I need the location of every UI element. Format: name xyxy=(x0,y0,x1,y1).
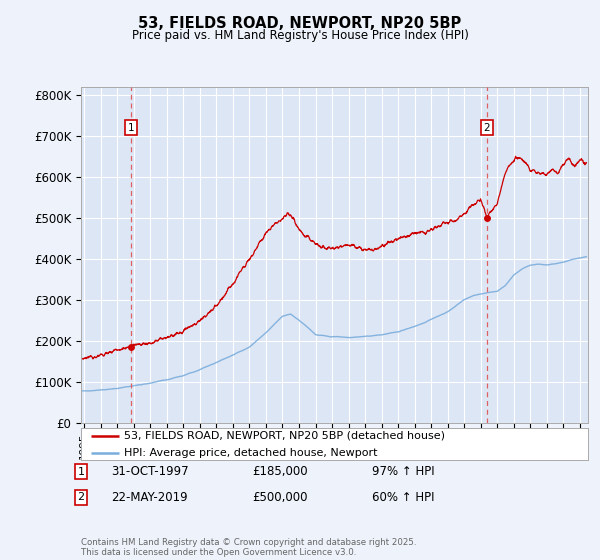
Text: 1: 1 xyxy=(128,123,134,133)
Text: 53, FIELDS ROAD, NEWPORT, NP20 5BP (detached house): 53, FIELDS ROAD, NEWPORT, NP20 5BP (deta… xyxy=(124,431,445,441)
Text: 97% ↑ HPI: 97% ↑ HPI xyxy=(372,465,434,478)
Text: 22-MAY-2019: 22-MAY-2019 xyxy=(111,491,188,504)
Text: 2: 2 xyxy=(484,123,490,133)
Text: Contains HM Land Registry data © Crown copyright and database right 2025.
This d: Contains HM Land Registry data © Crown c… xyxy=(81,538,416,557)
Text: HPI: Average price, detached house, Newport: HPI: Average price, detached house, Newp… xyxy=(124,448,377,458)
Text: Price paid vs. HM Land Registry's House Price Index (HPI): Price paid vs. HM Land Registry's House … xyxy=(131,29,469,42)
Text: 60% ↑ HPI: 60% ↑ HPI xyxy=(372,491,434,504)
Text: 53, FIELDS ROAD, NEWPORT, NP20 5BP: 53, FIELDS ROAD, NEWPORT, NP20 5BP xyxy=(139,16,461,31)
Text: £500,000: £500,000 xyxy=(252,491,308,504)
Text: 1: 1 xyxy=(77,466,85,477)
Text: 31-OCT-1997: 31-OCT-1997 xyxy=(111,465,188,478)
Text: £185,000: £185,000 xyxy=(252,465,308,478)
Text: 2: 2 xyxy=(77,492,85,502)
